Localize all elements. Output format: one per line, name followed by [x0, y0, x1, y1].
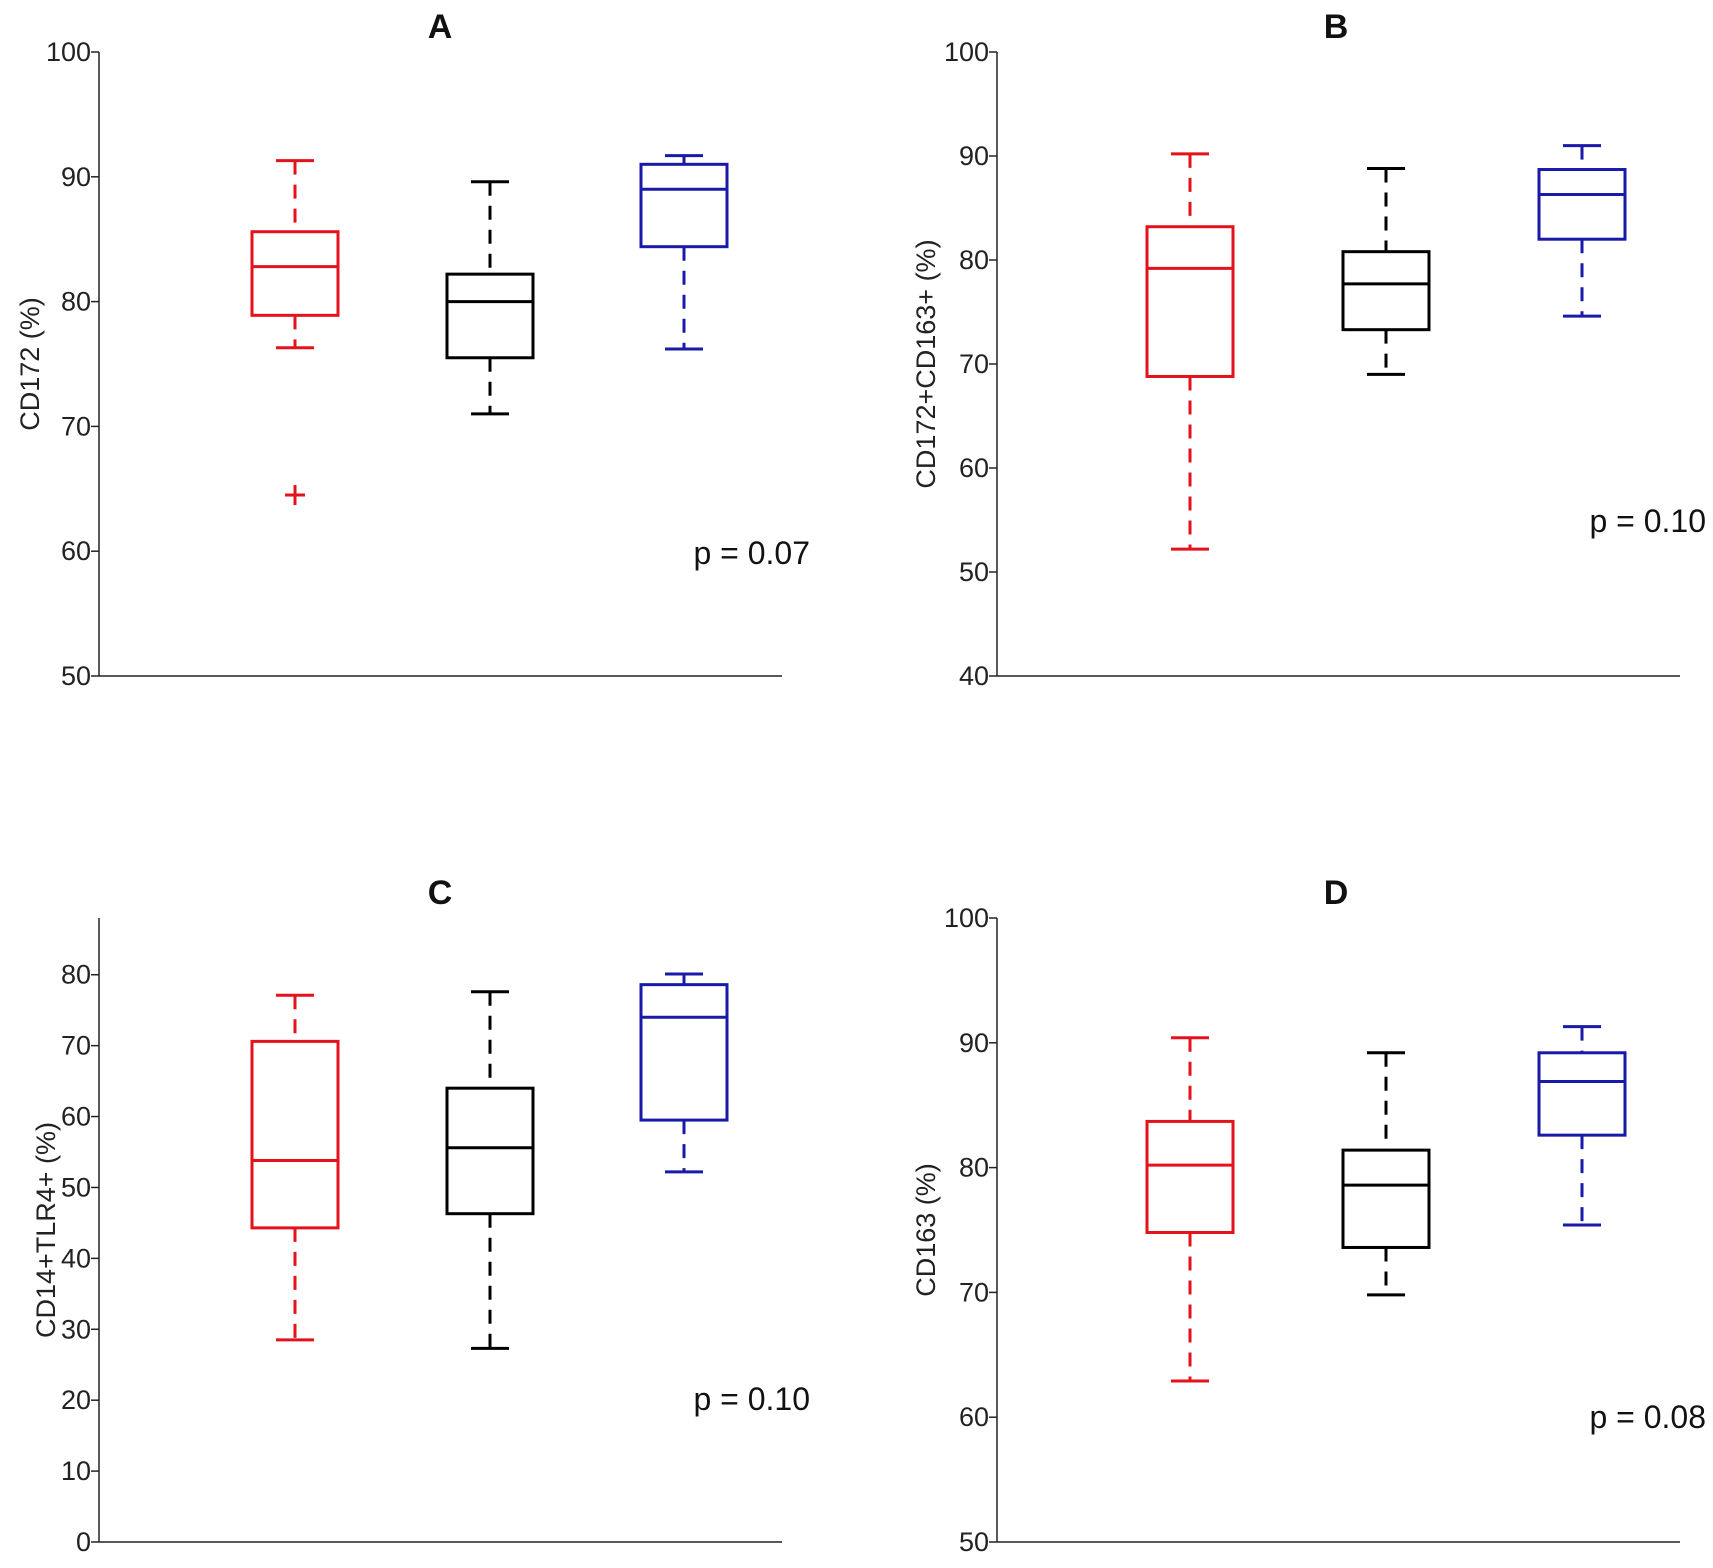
p-value-annotation: p = 0.08	[1589, 1399, 1706, 1435]
y-tick-label: 50	[959, 557, 989, 587]
y-tick-label: 100	[944, 903, 989, 933]
y-tick-label: 0	[76, 1527, 91, 1557]
y-tick-label: 90	[959, 1028, 989, 1058]
y-tick-label: 40	[959, 661, 989, 691]
iqr-box	[1537, 1051, 1627, 1137]
p-value-annotation: p = 0.10	[693, 1381, 810, 1417]
y-tick-label: 70	[959, 349, 989, 379]
box-group-1	[250, 159, 340, 506]
y-axis-title: CD14+TLR4+ (%)	[31, 1122, 61, 1338]
box-group-3	[639, 972, 729, 1174]
y-tick-label: 90	[61, 162, 91, 192]
box-group-1	[1145, 1036, 1235, 1383]
iqr-box	[445, 272, 535, 360]
y-tick-label: 10	[61, 1456, 91, 1486]
box-group-3	[639, 154, 729, 351]
y-tick-label: 100	[46, 37, 91, 67]
p-value-annotation: p = 0.07	[693, 535, 810, 571]
y-tick-label: 50	[61, 661, 91, 691]
iqr-box	[639, 162, 729, 249]
y-tick-label: 80	[61, 287, 91, 317]
iqr-box	[1341, 1148, 1431, 1249]
panel-a: 50 60 70 80 90 100 CD172 (%) Ap = 0.07	[15, 8, 810, 691]
box-group-2	[1341, 166, 1431, 376]
iqr-box	[1145, 1119, 1235, 1234]
y-tick-label: 30	[61, 1314, 91, 1344]
y-tick-label: 50	[61, 1172, 91, 1202]
iqr-box	[1145, 225, 1235, 378]
y-tick-label: 70	[61, 1031, 91, 1061]
y-tick-label: 80	[61, 960, 91, 990]
iqr-box	[639, 983, 729, 1122]
panel-title: D	[1324, 874, 1349, 912]
y-axis-title: CD163 (%)	[911, 1163, 941, 1297]
panel-b: 40 50 60 70 80 90 100 CD172+CD163+ (%) Bp = 0.10	[911, 8, 1706, 691]
p-value-annotation: p = 0.10	[1589, 503, 1706, 539]
iqr-box	[445, 1086, 535, 1216]
panel-d: 50 60 70 80 90 100 CD163 (%) Dp = 0.08	[911, 874, 1706, 1557]
y-tick-label: 70	[959, 1277, 989, 1307]
y-tick-label: 40	[61, 1243, 91, 1273]
y-axis-title: CD172+CD163+ (%)	[911, 239, 941, 488]
y-tick-label: 90	[959, 141, 989, 171]
y-tick-label: 60	[959, 453, 989, 483]
box-group-1	[1145, 152, 1235, 551]
panel-title: B	[1324, 8, 1349, 46]
y-tick-label: 60	[61, 1102, 91, 1132]
panel-c: 0 10 20 30 40 50 60 70 80 CD14+TLR4+ (%) Cp = 0.10	[31, 874, 810, 1557]
y-tick-label: 20	[61, 1385, 91, 1415]
iqr-box	[250, 1039, 340, 1230]
box-group-2	[445, 180, 535, 416]
y-tick-label: 80	[959, 1153, 989, 1183]
y-tick-label: 100	[944, 37, 989, 67]
iqr-box	[1341, 250, 1431, 332]
y-tick-label: 60	[61, 536, 91, 566]
y-axis-title: CD172 (%)	[15, 297, 45, 431]
box-group-2	[1341, 1051, 1431, 1297]
panel-title: A	[428, 8, 453, 46]
panel-title: C	[428, 874, 453, 912]
y-tick-label: 50	[959, 1527, 989, 1557]
box-group-2	[445, 990, 535, 1350]
y-tick-label: 80	[959, 245, 989, 275]
y-tick-label: 60	[959, 1402, 989, 1432]
iqr-box	[1537, 168, 1627, 241]
box-group-1	[250, 993, 340, 1342]
box-group-3	[1537, 144, 1627, 318]
iqr-box	[250, 230, 340, 317]
box-group-3	[1537, 1025, 1627, 1227]
y-tick-label: 70	[61, 411, 91, 441]
outlier-marker	[285, 485, 305, 506]
